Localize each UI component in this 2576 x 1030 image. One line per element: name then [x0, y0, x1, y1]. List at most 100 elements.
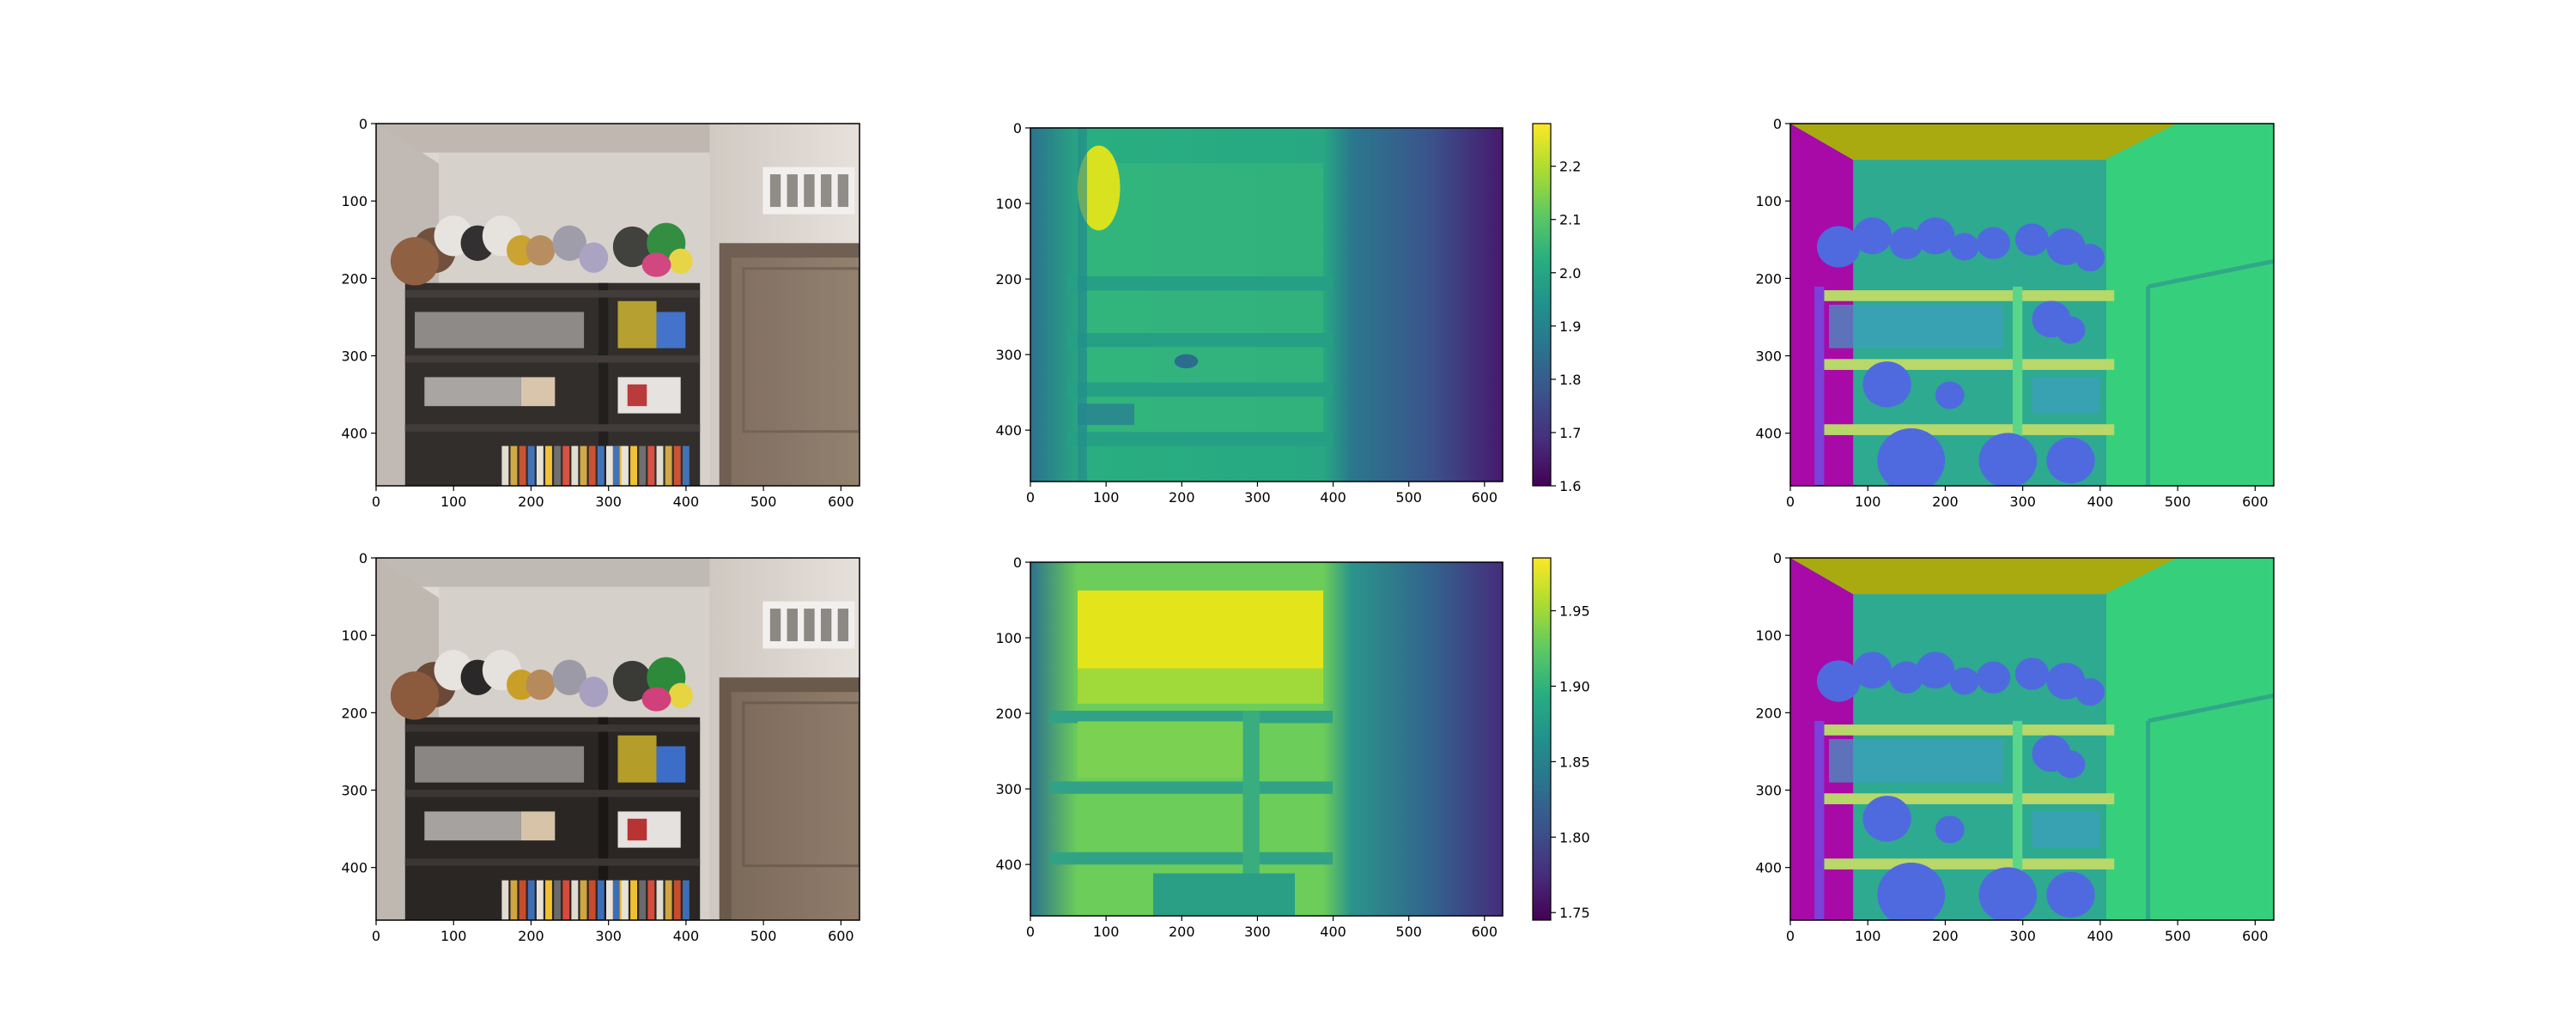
x-tick-label: 300 [1244, 489, 1271, 506]
x-tick-label: 600 [2242, 928, 2269, 944]
normal-map-content [1790, 124, 2274, 486]
normal-shelf-board [1824, 858, 2115, 869]
x-tick-label: 400 [1320, 489, 1346, 506]
photo-book-red [627, 818, 647, 841]
photo-plush-toy [579, 242, 609, 273]
y-tick-label: 100 [995, 630, 1022, 646]
depth-shelf-band [1068, 276, 1333, 291]
photo-book [554, 880, 562, 920]
photo-book [562, 880, 570, 920]
normal-object-blob [1853, 651, 1893, 689]
rgb-image-content [376, 558, 860, 920]
y-tick-label: 0 [359, 550, 368, 566]
photo-noise-tint [376, 124, 860, 486]
normal-shelf-divider [2012, 720, 2023, 920]
photo-book [622, 445, 629, 486]
colorbar-tick-label: 1.85 [1559, 754, 1590, 770]
photo-book [682, 445, 690, 486]
rgb-image-panel: 0 100 200 300 400 500 600 0 100 200 300 400 [341, 116, 860, 510]
depth-shelf-band [1049, 711, 1333, 724]
normal-object-blob [1889, 227, 1923, 259]
photo-vent-slot [787, 174, 798, 208]
photo-plush-toy [641, 687, 671, 712]
normal-object-blob [1978, 433, 2038, 486]
normal-shelf-items [1829, 739, 2003, 783]
photo-book [682, 880, 690, 920]
colorbar-frame [1532, 557, 1552, 921]
normal-shelf-board [1824, 724, 2115, 736]
y-tick-label: 300 [1755, 783, 1782, 799]
x-tick-label: 100 [440, 494, 467, 510]
y-tick-label: 300 [995, 781, 1022, 797]
photo-book [656, 880, 664, 920]
x-tick-label: 500 [2165, 928, 2191, 944]
photo-door [731, 692, 860, 920]
photo-book [612, 445, 620, 486]
normal-object-blob [2075, 678, 2105, 706]
normal-object-blob [2046, 437, 2095, 484]
photo-book [639, 445, 647, 486]
photo-figurines [520, 811, 556, 841]
y-tick-label: 400 [1755, 426, 1782, 442]
y-tick-label: 100 [1755, 627, 1782, 644]
colorbar-tick-label: 1.80 [1559, 829, 1590, 845]
x-tick-label: 200 [518, 494, 544, 510]
photo-shelf-items [415, 312, 585, 348]
x-tick-label: 400 [673, 494, 700, 510]
photo-book [545, 445, 552, 486]
photo-vent-slot [837, 174, 849, 208]
depth-map-content [1030, 562, 1503, 916]
photo-book [501, 880, 509, 920]
x-tick-label: 500 [1395, 489, 1422, 506]
depth-shelf-band [1068, 332, 1333, 348]
photo-book [630, 880, 638, 920]
normal-shelf-divider [2012, 286, 2023, 486]
photo-plush-toy [668, 682, 693, 709]
x-tick-label: 200 [518, 928, 544, 944]
x-tick-label: 500 [750, 494, 777, 510]
photo-book [510, 880, 518, 920]
y-tick-label: 400 [995, 422, 1022, 439]
normal-object-blob [1862, 796, 1911, 842]
photo-plush-toy [579, 676, 609, 707]
photo-door [731, 258, 860, 486]
colorbar: 1.6 1.7 1.8 1.9 2.0 2.1 2.2 [1532, 123, 1581, 494]
photo-book [580, 880, 587, 920]
photo-book [519, 445, 526, 486]
normal-object-blob [2014, 657, 2050, 690]
colorbar-tick-label: 2.0 [1559, 265, 1581, 282]
normal-object-blob [1935, 381, 1965, 409]
colorbar-tick-label: 1.8 [1559, 372, 1581, 388]
x-tick-label: 300 [2009, 928, 2036, 944]
depth-shelf-interior [1078, 721, 1243, 779]
photo-plush-yellow [617, 300, 657, 348]
depth-wall-top [1078, 590, 1323, 672]
y-tick-label: 400 [1755, 860, 1782, 876]
x-tick-label: 100 [1855, 494, 1881, 510]
photo-shelf-board [404, 790, 701, 797]
normal-shelf-side [1814, 286, 1825, 486]
depth-shelf-band [1049, 851, 1333, 865]
y-tick-label: 100 [995, 196, 1022, 212]
axes-frame [1030, 127, 1504, 482]
photo-book [527, 880, 535, 920]
normal-door-top [2148, 258, 2274, 289]
depth-map-panel: 0 100 200 300 400 500 600 0 100 200 300 400 [995, 120, 1504, 506]
x-tick-label: 0 [372, 928, 380, 944]
photo-shelf-board [404, 858, 701, 866]
x-tick-label: 600 [828, 928, 854, 944]
photo-book [554, 445, 562, 486]
x-tick-label: 400 [1320, 924, 1346, 940]
normal-object-blob [1862, 361, 1911, 408]
photo-book [647, 445, 655, 486]
normal-object-blob [1935, 815, 1965, 844]
photo-book [501, 445, 509, 486]
photo-vent-slot [804, 609, 815, 642]
photo-door-panel [742, 267, 860, 433]
photo-shelf-papers [424, 811, 521, 841]
normal-shelf-side [1814, 720, 1825, 920]
colorbar-frame [1532, 123, 1552, 487]
y-tick-label: 300 [995, 347, 1022, 363]
normal-object-blob [2056, 750, 2086, 779]
